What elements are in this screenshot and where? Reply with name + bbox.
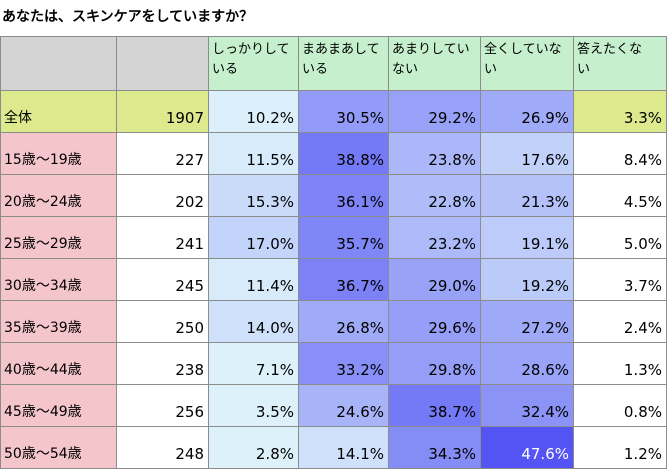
table-row: 25歳～29歳 241 17.0% 35.7% 23.2% 19.1% 5.0% — [0, 216, 667, 259]
column-header-line: 全くしていな — [484, 42, 562, 57]
percentage-cell: 21.3% — [480, 174, 574, 217]
percentage-cell: 14.1% — [298, 426, 389, 469]
percentage-cell: 32.4% — [480, 384, 574, 427]
respondent-count: 250 — [116, 300, 209, 343]
percentage-cell: 24.6% — [298, 384, 389, 427]
percentage-cell: 3.5% — [208, 384, 299, 427]
column-header: あまりしてい ない — [388, 36, 481, 91]
table-row: 50歳～54歳 248 2.8% 14.1% 34.3% 47.6% 1.2% — [0, 426, 667, 469]
table-row: 35歳～39歳 250 14.0% 26.8% 29.6% 27.2% 2.4% — [0, 300, 667, 343]
column-header-line: いる — [212, 62, 239, 77]
percentage-cell: 19.1% — [480, 216, 574, 259]
percentage-cell: 3.7% — [573, 258, 667, 301]
percentage-cell: 10.2% — [208, 90, 299, 133]
percentage-cell: 23.8% — [388, 132, 481, 175]
respondent-count: 241 — [116, 216, 209, 259]
respondent-count: 1907 — [116, 90, 209, 133]
percentage-cell: 27.2% — [480, 300, 574, 343]
column-header: まあまあして いる — [298, 36, 389, 91]
percentage-cell: 29.2% — [388, 90, 481, 133]
percentage-cell: 7.1% — [208, 342, 299, 385]
percentage-cell: 2.4% — [573, 300, 667, 343]
survey-table: しっかりして いる まあまあして いる あまりしてい ない 全くしていない答えたくない全体 1… — [0, 36, 667, 469]
percentage-cell: 17.6% — [480, 132, 574, 175]
percentage-cell: 5.0% — [573, 216, 667, 259]
percentage-cell: 34.3% — [388, 426, 481, 469]
percentage-cell: 38.7% — [388, 384, 481, 427]
percentage-cell: 26.9% — [480, 90, 574, 133]
percentage-cell: 15.3% — [208, 174, 299, 217]
percentage-cell: 30.5% — [298, 90, 389, 133]
percentage-cell: 33.2% — [298, 342, 389, 385]
age-group-label: 25歳～29歳 — [0, 216, 117, 259]
respondent-count: 227 — [116, 132, 209, 175]
age-group-label: 50歳～54歳 — [0, 426, 117, 469]
header-blank-cell — [0, 36, 117, 91]
column-header-line: い — [484, 62, 498, 77]
column-header-line: しっかりして — [212, 42, 290, 57]
column-header-line: あまりしてい — [392, 42, 470, 57]
percentage-cell: 47.6% — [480, 426, 574, 469]
age-group-label: 30歳～34歳 — [0, 258, 117, 301]
percentage-cell: 1.3% — [573, 342, 667, 385]
table-row: 全体 1907 10.2% 30.5% 29.2% 26.9% 3.3% — [0, 90, 667, 133]
column-header: 答えたくない — [573, 36, 667, 91]
percentage-cell: 23.2% — [388, 216, 481, 259]
total-row-label: 全体 — [0, 90, 117, 133]
chart-title: あなたは、スキンケアをしていますか？ — [2, 9, 254, 25]
percentage-cell: 8.4% — [573, 132, 667, 175]
header-blank-cell — [116, 36, 209, 91]
table-row: 20歳～24歳 202 15.3% 36.1% 22.8% 21.3% 4.5% — [0, 174, 667, 217]
table-row: 15歳～19歳 227 11.5% 38.8% 23.8% 17.6% 8.4% — [0, 132, 667, 175]
percentage-cell: 29.6% — [388, 300, 481, 343]
percentage-cell: 22.8% — [388, 174, 481, 217]
percentage-cell: 1.2% — [573, 426, 667, 469]
percentage-cell: 29.8% — [388, 342, 481, 385]
percentage-cell: 28.6% — [480, 342, 574, 385]
percentage-cell: 11.4% — [208, 258, 299, 301]
percentage-cell: 38.8% — [298, 132, 389, 175]
percentage-cell: 29.0% — [388, 258, 481, 301]
respondent-count: 238 — [116, 342, 209, 385]
column-header-line: 答えたくな — [577, 42, 643, 57]
percentage-cell: 2.8% — [208, 426, 299, 469]
percentage-cell: 36.1% — [298, 174, 389, 217]
column-header: 全くしていない — [480, 36, 574, 91]
percentage-cell: 14.0% — [208, 300, 299, 343]
header-row: しっかりして いる まあまあして いる あまりしてい ない 全くしていない答えたくない — [0, 36, 667, 91]
percentage-cell: 0.8% — [573, 384, 667, 427]
percentage-cell: 4.5% — [573, 174, 667, 217]
percentage-cell: 26.8% — [298, 300, 389, 343]
respondent-count: 245 — [116, 258, 209, 301]
percentage-cell: 19.2% — [480, 258, 574, 301]
column-header-line: い — [577, 62, 591, 77]
respondent-count: 202 — [116, 174, 209, 217]
column-header-line: いる — [302, 62, 329, 77]
column-header-line: ない — [392, 62, 419, 77]
age-group-label: 40歳～44歳 — [0, 342, 117, 385]
percentage-cell: 35.7% — [298, 216, 389, 259]
percentage-cell: 17.0% — [208, 216, 299, 259]
percentage-cell: 36.7% — [298, 258, 389, 301]
respondent-count: 248 — [116, 426, 209, 469]
table-row: 45歳～49歳 256 3.5% 24.6% 38.7% 32.4% 0.8% — [0, 384, 667, 427]
age-group-label: 45歳～49歳 — [0, 384, 117, 427]
age-group-label: 15歳～19歳 — [0, 132, 117, 175]
percentage-cell: 11.5% — [208, 132, 299, 175]
age-group-label: 35歳～39歳 — [0, 300, 117, 343]
column-header: しっかりして いる — [208, 36, 299, 91]
table-row: 40歳～44歳 238 7.1% 33.2% 29.8% 28.6% 1.3% — [0, 342, 667, 385]
age-group-label: 20歳～24歳 — [0, 174, 117, 217]
respondent-count: 256 — [116, 384, 209, 427]
table-row: 30歳～34歳 245 11.4% 36.7% 29.0% 19.2% 3.7% — [0, 258, 667, 301]
percentage-cell: 3.3% — [573, 90, 667, 133]
column-header-line: まあまあして — [302, 42, 380, 57]
